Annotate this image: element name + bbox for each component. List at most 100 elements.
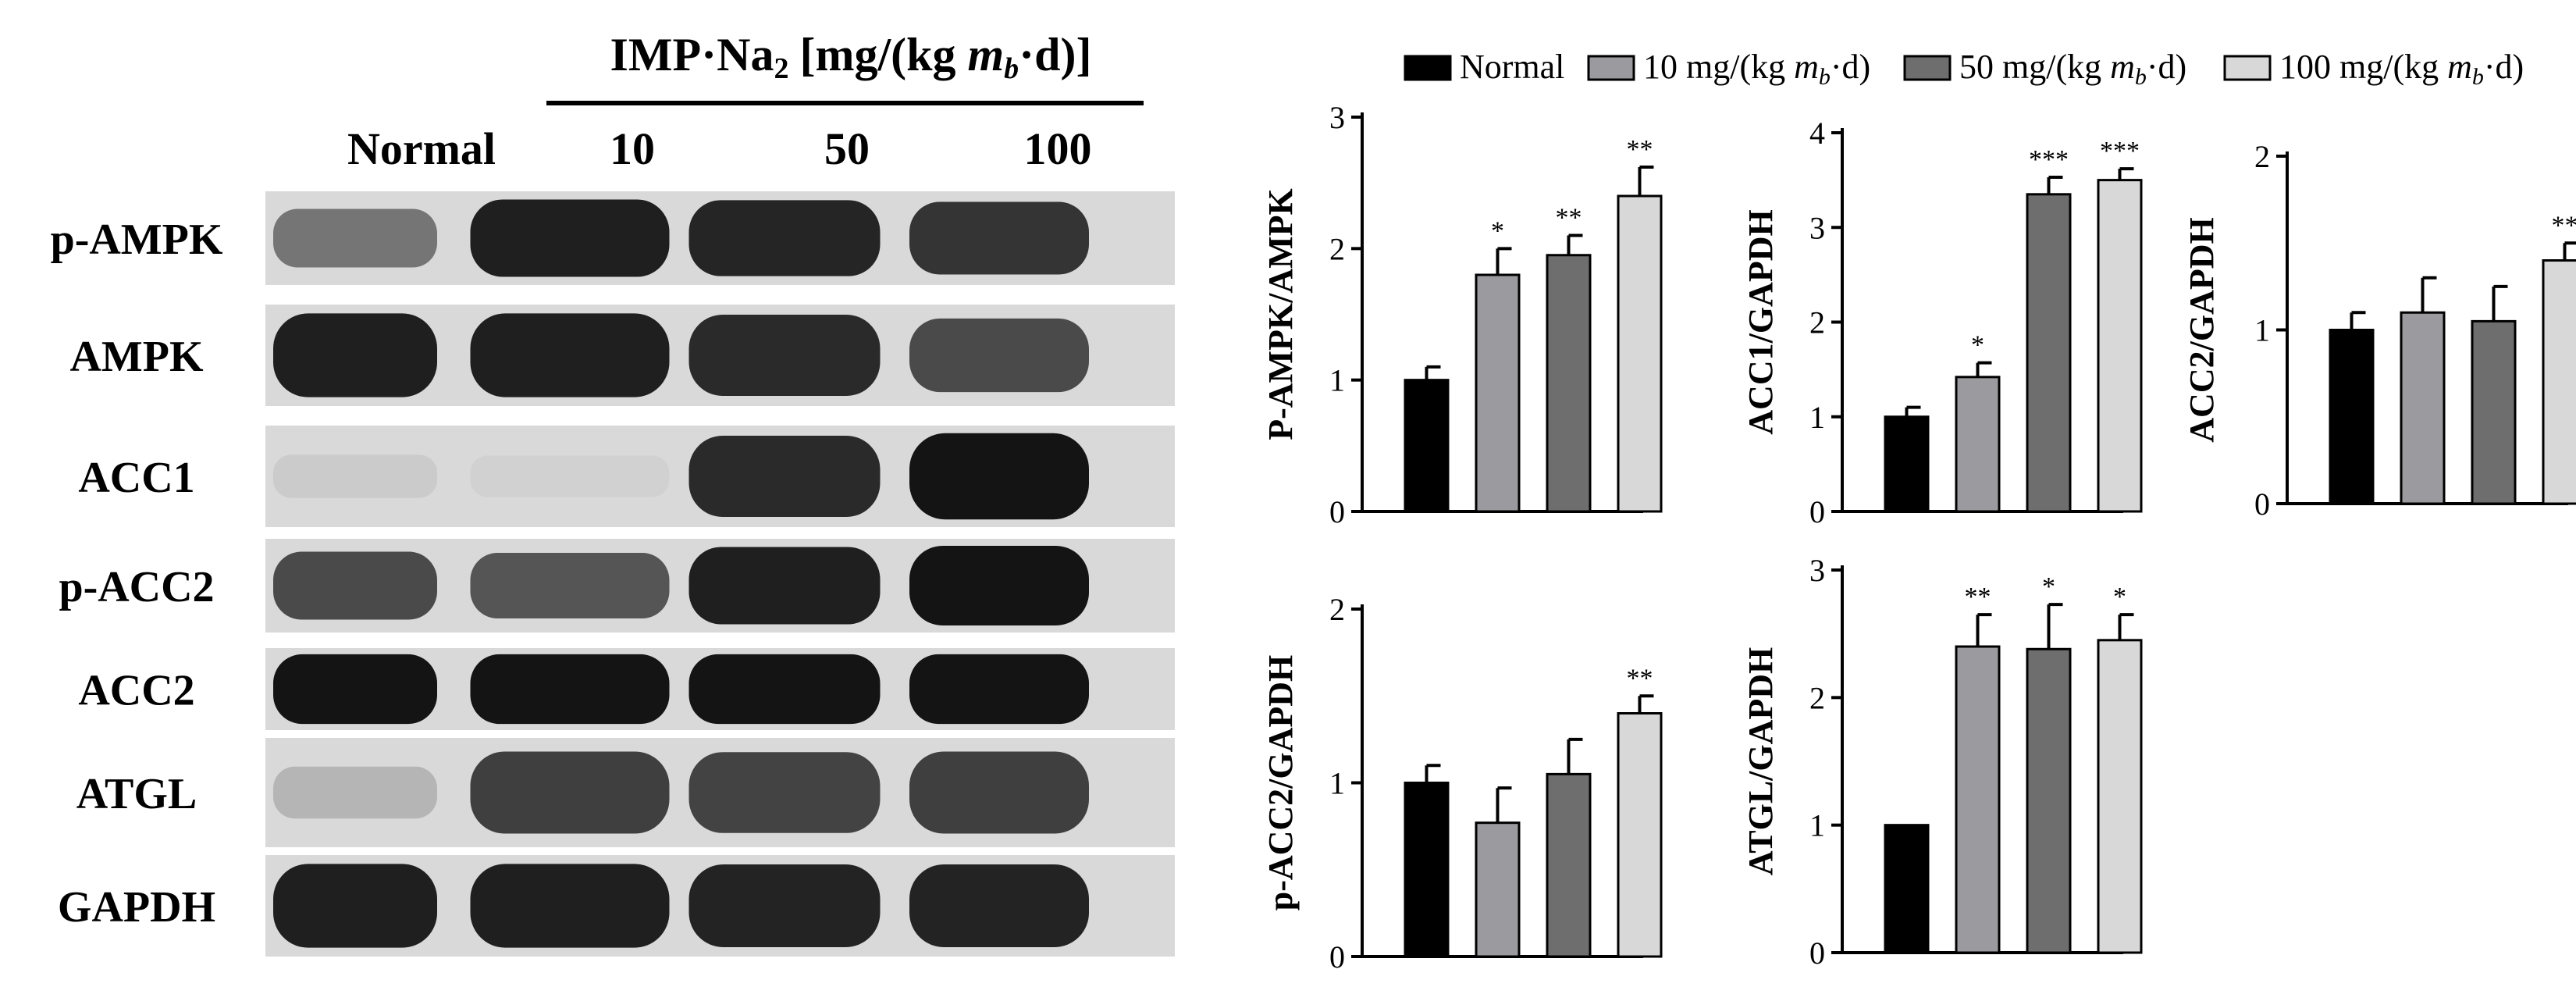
band-atgl-lane-3 (909, 751, 1089, 834)
dose-unit-prefix: [mg/(kg (799, 29, 967, 80)
y-tick-label: 1 (1329, 766, 1345, 801)
significance-mark: * (2042, 572, 2055, 601)
bar-10 (1955, 645, 2001, 954)
y-tick-label: 0 (2254, 486, 2270, 522)
band-ampk-lane-0 (273, 313, 437, 397)
lane-labels: Normal 10 50 100 (347, 123, 1092, 174)
y-tick-label: 1 (2254, 313, 2270, 348)
y-axis-title: P-AMPK/AMPK (1261, 188, 1300, 440)
dose-unit-mb-sub: b (1004, 52, 1019, 85)
y-tick-label: 0 (1809, 494, 1825, 529)
blot-rows: p-AMPK AMPK ACC1 p-ACC2 ACC2 ATGL GAPDH (51, 191, 1175, 957)
legend-swatch (1404, 55, 1452, 81)
band-gapdh-lane-1 (470, 864, 670, 948)
bar-normal (1884, 824, 1930, 954)
y-tick-label: 1 (1329, 363, 1345, 398)
legend-swatch (2223, 55, 2272, 81)
lane-label-0: Normal (347, 123, 496, 174)
blot-row-acc2: ACC2 (78, 648, 1175, 730)
band-p-acc2-lane-0 (273, 551, 437, 620)
protein-label: p-ACC2 (59, 563, 214, 611)
legend-item-0: Normal (1404, 48, 1564, 86)
legend-item-3: 100 mg/(kg mb·d) (2223, 48, 2524, 90)
band-atgl-lane-0 (273, 766, 437, 819)
significance-mark: ** (1627, 664, 1653, 693)
chart-legend: Normal 10 mg/(kg mb·d) 50 mg/(kg mb·d) 100 … (1404, 48, 2524, 90)
blot-row-gapdh: GAPDH (58, 855, 1175, 957)
legend-swatch (1587, 55, 1635, 81)
y-axis-title: p-ACC2/GAPDH (1261, 655, 1300, 911)
band-p-acc2-lane-3 (909, 546, 1089, 625)
bar-normal (2329, 329, 2375, 505)
protein-label: ACC1 (78, 454, 194, 502)
bar-normal (1884, 415, 1930, 513)
protein-label: GAPDH (58, 883, 215, 932)
bar-50 (2026, 193, 2072, 513)
legend-swatch (1903, 55, 1952, 81)
significance-mark: *** (2029, 145, 2069, 174)
significance-mark: * (2113, 583, 2126, 611)
bar-10 (2400, 311, 2446, 505)
significance-mark: ** (1556, 204, 1582, 233)
treatment-name: IMP·Na (610, 29, 774, 80)
band-p-ampk-lane-1 (470, 199, 670, 277)
bar-100 (1617, 194, 1663, 513)
band-ampk-lane-1 (470, 313, 670, 397)
significance-mark: *** (2100, 137, 2140, 166)
y-tick-label: 1 (1809, 808, 1825, 843)
blot-row-p-ampk: p-AMPK (51, 191, 1175, 285)
band-gapdh-lane-0 (273, 864, 437, 948)
band-ampk-lane-2 (688, 315, 881, 396)
blot-row-ampk: AMPK (69, 305, 1175, 406)
treatment-header: IMP·Na2 [mg/(kg mb·d)] (610, 29, 1092, 85)
protein-label: AMPK (69, 333, 204, 381)
band-atgl-lane-1 (470, 751, 670, 834)
band-p-acc2-lane-2 (688, 547, 881, 625)
bar-50 (2026, 647, 2072, 954)
dose-unit-suffix: ·d)] (1019, 29, 1091, 80)
legend-item-2: 50 mg/(kg mb·d) (1903, 48, 2186, 90)
protein-label: ATGL (76, 770, 197, 818)
western-blot-panel: IMP·Na2 [mg/(kg mb·d)] Normal 10 50 100 p-AM… (51, 29, 1175, 957)
y-tick-label: 3 (1809, 210, 1825, 245)
bar-100 (2097, 179, 2143, 513)
y-axis-title: ATGL/GAPDH (1742, 647, 1780, 876)
significance-mark: ** (2552, 211, 2576, 240)
bar-10 (1475, 821, 1521, 958)
blot-row-p-acc2: p-ACC2 (59, 539, 1175, 632)
bar-10 (1475, 273, 1521, 513)
band-acc2-lane-0 (273, 654, 437, 725)
band-p-ampk-lane-3 (909, 201, 1089, 275)
bar-100 (2542, 259, 2576, 505)
band-acc1-lane-3 (909, 433, 1089, 520)
legend-item-1: 10 mg/(kg mb·d) (1587, 48, 1870, 90)
bar-100 (2097, 639, 2143, 954)
protein-label: p-AMPK (51, 216, 223, 264)
y-tick-label: 2 (1809, 305, 1825, 340)
band-gapdh-lane-2 (688, 864, 881, 947)
band-acc1-lane-2 (688, 436, 881, 517)
y-axis-title: ACC2/GAPDH (2183, 217, 2221, 442)
y-tick-label: 0 (1329, 939, 1345, 975)
bar-10 (1955, 376, 2001, 513)
dose-unit-mb: m (967, 29, 1004, 80)
significance-mark: * (1971, 331, 1984, 360)
y-axis-title: ACC1/GAPDH (1742, 209, 1780, 434)
y-tick-label: 1 (1809, 400, 1825, 435)
significance-mark: * (1491, 216, 1504, 245)
band-p-ampk-lane-2 (688, 200, 881, 276)
protein-label: ACC2 (78, 667, 194, 715)
y-tick-label: 2 (1809, 680, 1825, 715)
bar-50 (1546, 772, 1592, 958)
band-acc2-lane-2 (688, 654, 881, 725)
significance-mark: ** (1627, 135, 1653, 164)
bar-50 (1546, 254, 1592, 513)
bar-normal (1404, 782, 1450, 958)
band-gapdh-lane-3 (909, 864, 1089, 947)
legend-label: 50 mg/(kg mb·d) (1959, 48, 2186, 90)
y-tick-label: 2 (2254, 139, 2270, 174)
treatment-subscript: 2 (774, 52, 788, 85)
